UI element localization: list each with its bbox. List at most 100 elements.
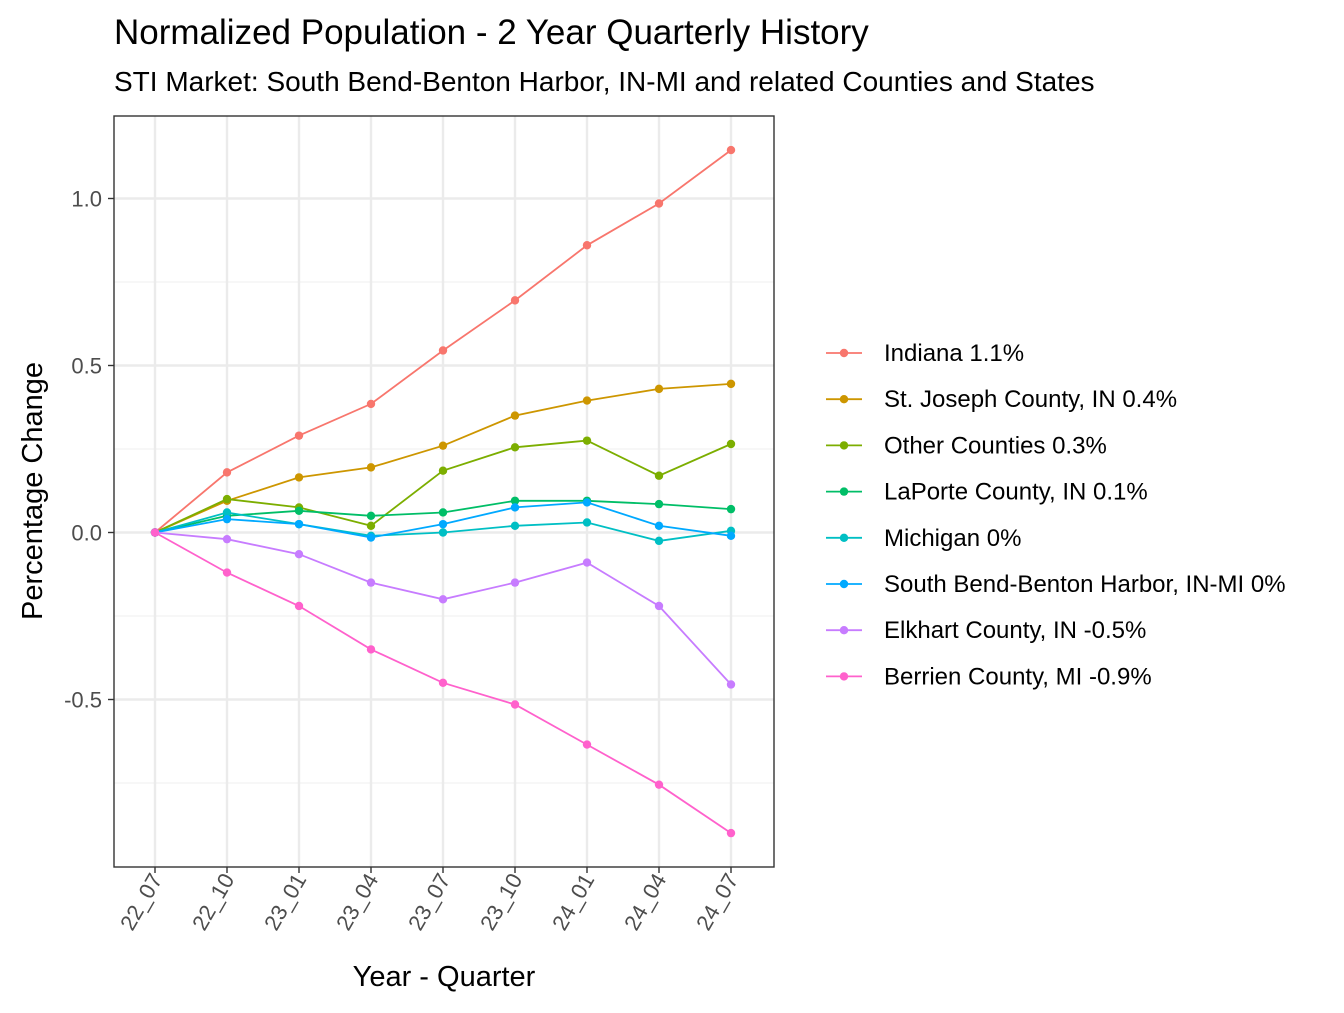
grid	[114, 116, 774, 867]
data-point	[366, 578, 376, 587]
legend-label: Berrien County, MI -0.9%	[884, 663, 1152, 690]
legend-item: Indiana 1.1%	[826, 340, 1024, 367]
data-point	[582, 241, 592, 250]
data-point	[222, 534, 232, 544]
series-group	[150, 498, 736, 542]
data-point	[582, 396, 592, 405]
data-point	[654, 199, 664, 208]
legend-item: South Bend-Benton Harbor, IN-MI 0%	[826, 571, 1286, 598]
x-tick-label: 23_04	[331, 869, 383, 934]
data-point	[294, 519, 304, 529]
data-point	[582, 558, 592, 567]
legend-key-point	[839, 348, 849, 358]
y-axis-title: Percentage Change	[17, 362, 49, 620]
legend-key-point	[839, 533, 849, 542]
chart-title: Normalized Population - 2 Year Quarterly…	[114, 13, 869, 52]
x-tick-label: 23_07	[403, 869, 455, 934]
legend-label: Indiana 1.1%	[884, 340, 1024, 367]
data-point	[582, 436, 592, 445]
data-point	[510, 496, 520, 505]
legend-item: Other Counties 0.3%	[826, 432, 1107, 459]
data-point	[366, 521, 376, 531]
legend-key-point	[839, 579, 849, 589]
data-point	[510, 578, 520, 587]
y-tick-label: 1.0	[71, 187, 102, 212]
x-tick-label: 24_07	[691, 869, 743, 934]
legend-key-point	[839, 626, 849, 635]
y-tick-label: 0.0	[71, 521, 102, 546]
data-point	[222, 494, 232, 504]
x-tick-label: 22_07	[115, 869, 167, 934]
legend-key-point	[839, 395, 849, 404]
data-point	[582, 518, 592, 527]
legend-item: Michigan 0%	[826, 525, 1021, 552]
data-point	[438, 508, 448, 517]
x-tick-label: 24_01	[547, 869, 599, 934]
x-tick-label: 22_10	[187, 869, 239, 934]
data-point	[222, 514, 232, 524]
data-point	[510, 700, 520, 709]
x-tick-label: 23_10	[475, 869, 527, 934]
data-point	[438, 346, 448, 355]
data-point	[726, 145, 736, 155]
legend-item: LaPorte County, IN 0.1%	[826, 479, 1148, 506]
data-point	[222, 568, 232, 577]
legend-label: LaPorte County, IN 0.1%	[884, 479, 1148, 506]
data-point	[294, 601, 304, 611]
legend-label: Michigan 0%	[884, 525, 1021, 552]
data-point	[366, 645, 376, 654]
data-point	[438, 466, 448, 475]
legend-key-point	[839, 487, 849, 496]
series-group	[150, 528, 736, 838]
plot-panel-border	[113, 115, 775, 868]
data-point	[366, 533, 376, 542]
y-tick-label: 0.5	[71, 354, 102, 379]
data-point	[654, 499, 664, 509]
data-point	[726, 531, 736, 541]
data-point	[510, 503, 520, 512]
data-point	[654, 780, 664, 789]
data-point	[654, 521, 664, 531]
data-point	[654, 384, 664, 394]
chart-subtitle: STI Market: South Bend-Benton Harbor, IN…	[114, 66, 1095, 97]
data-point	[510, 296, 520, 305]
data-point	[726, 828, 736, 838]
data-point	[582, 740, 592, 749]
data-point	[726, 439, 736, 449]
x-axis-title: Year - Quarter	[353, 961, 536, 993]
series-group	[150, 436, 736, 537]
legend-item: St. Joseph County, IN 0.4%	[826, 386, 1177, 413]
data-point	[294, 431, 304, 440]
data-point	[366, 511, 376, 520]
data-point	[222, 508, 232, 517]
x-tick-label: 24_04	[619, 869, 671, 934]
series-lines	[150, 145, 736, 838]
legend-item: Berrien County, MI -0.9%	[826, 663, 1152, 690]
data-point	[510, 411, 520, 420]
data-point	[654, 471, 664, 480]
data-point	[438, 441, 448, 450]
data-point	[582, 498, 592, 507]
data-point	[438, 595, 448, 604]
data-point	[726, 379, 736, 389]
data-point	[366, 399, 376, 409]
legend-key-point	[839, 441, 849, 450]
legend-label: St. Joseph County, IN 0.4%	[884, 386, 1177, 413]
data-point	[654, 601, 664, 611]
x-tick-label: 23_01	[259, 869, 311, 934]
legend-label: Elkhart County, IN -0.5%	[884, 617, 1146, 644]
data-point	[726, 504, 736, 514]
data-point	[150, 528, 160, 537]
data-point	[366, 463, 376, 472]
data-point	[654, 536, 664, 546]
legend-label: South Bend-Benton Harbor, IN-MI 0%	[884, 571, 1286, 598]
data-point	[726, 680, 736, 689]
y-tick-label: -0.5	[64, 688, 102, 713]
legend-item: Elkhart County, IN -0.5%	[826, 617, 1146, 644]
series-group	[150, 528, 736, 689]
data-point	[294, 506, 304, 515]
legend-key-point	[839, 672, 849, 681]
data-point	[510, 443, 520, 452]
